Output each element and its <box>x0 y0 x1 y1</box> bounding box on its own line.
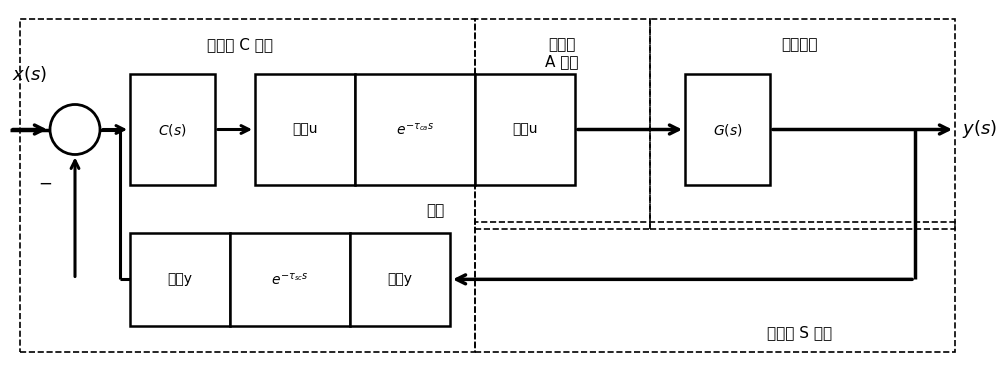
Text: 网络: 网络 <box>426 204 444 218</box>
Bar <box>650 18 955 229</box>
Bar <box>255 74 355 185</box>
Text: $e^{-\tau_{ca}s}$: $e^{-\tau_{ca}s}$ <box>396 121 434 138</box>
Bar <box>350 233 450 326</box>
Text: 接收u: 接收u <box>512 122 538 137</box>
Text: 控制器 C 节点: 控制器 C 节点 <box>207 37 273 52</box>
Text: −: − <box>38 175 52 193</box>
Bar <box>475 222 955 352</box>
Text: $C(s)$: $C(s)$ <box>158 121 187 138</box>
Bar <box>230 233 350 326</box>
Bar <box>130 233 230 326</box>
Text: $y(s)$: $y(s)$ <box>962 118 997 141</box>
Text: 发送y: 发送y <box>387 272 412 286</box>
Bar <box>475 74 575 185</box>
Text: 发送u: 发送u <box>292 122 318 137</box>
Bar <box>20 18 475 351</box>
Text: 被控对象: 被控对象 <box>782 37 818 52</box>
Ellipse shape <box>50 104 100 155</box>
Text: 执行器
A 节点: 执行器 A 节点 <box>545 37 579 70</box>
Text: $G(s)$: $G(s)$ <box>713 121 742 138</box>
Bar <box>355 74 475 185</box>
Text: $x(s)$: $x(s)$ <box>12 64 47 84</box>
Text: 接收y: 接收y <box>168 272 192 286</box>
Bar <box>130 74 215 185</box>
Text: $e^{-\tau_{sc}s}$: $e^{-\tau_{sc}s}$ <box>271 271 309 287</box>
Text: 传感器 S 节点: 传感器 S 节点 <box>767 325 833 340</box>
Bar <box>685 74 770 185</box>
Bar <box>475 18 650 229</box>
